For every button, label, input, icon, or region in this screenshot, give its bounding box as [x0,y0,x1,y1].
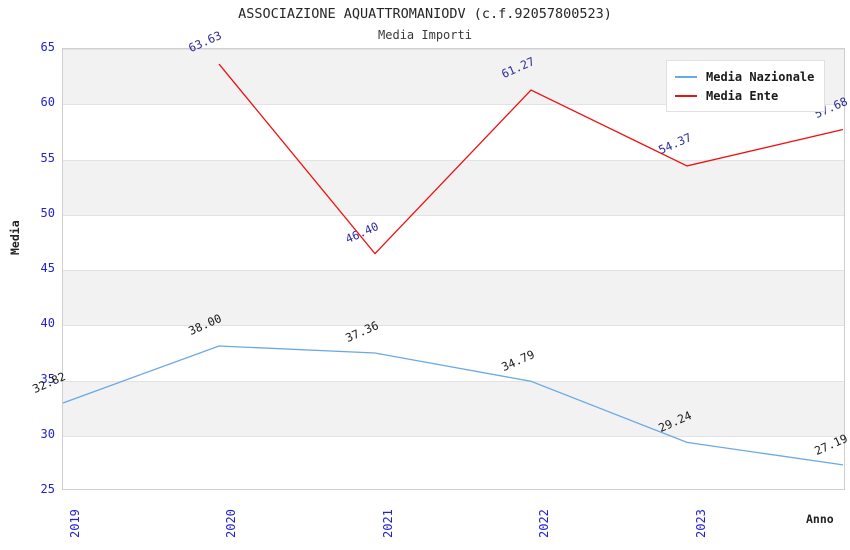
y-axis-tick-label: 35 [40,371,55,386]
x-axis-label: Anno [806,512,834,526]
legend-color-swatch [675,75,697,78]
plot-band [63,159,844,215]
x-axis-ticks: 201920202021202220232024 [62,496,845,546]
x-axis-tick-label: 2020 [224,509,239,538]
gridline [63,49,844,50]
x-axis-tick-label: 2019 [68,509,82,538]
series-lines [63,63,844,466]
x-axis-tick-label: 2021 [380,509,395,538]
chart-subtitle: Media Importi [378,28,472,42]
y-axis-tick-label: 45 [40,261,55,275]
gridline [63,214,844,216]
gridline [63,159,844,161]
y-axis-ticks: 25 30 35 40 45 50 55 60 65 [0,40,55,496]
legend-item-label: Media Nazionale [706,69,815,84]
legend-item-label: Media Ente [706,88,779,103]
gridline [63,104,844,106]
chart-title: ASSOCIAZIONE AQUATTROMANIODV (c.f.920578… [238,6,612,22]
plot-band [63,270,844,326]
x-axis-tick-label: 2023 [693,509,708,538]
gridline [63,270,844,271]
y-axis-tick-label: 40 [40,316,55,331]
y-axis-tick-label: 25 [40,482,55,496]
x-axis-tick-label: 2022 [537,509,552,538]
chart-legend: Media Nazionale Media Ente [666,60,826,112]
plot-area [62,48,845,490]
y-axis-tick-label: 55 [40,150,55,165]
legend-item-2[interactable]: Media Ente [675,86,814,105]
y-axis-tick-label: 65 [40,40,55,54]
gridline [63,380,844,382]
plot-band [63,380,844,436]
legend-color-swatch [675,94,697,97]
series-line [63,345,844,466]
y-axis-tick-label: 50 [40,205,55,220]
y-axis-tick-label: 60 [40,95,55,110]
series-line [218,63,844,255]
gridline [63,435,844,437]
y-axis-tick-label: 30 [40,426,55,441]
gridline [63,325,844,327]
legend-item-1[interactable]: Media Nazionale [675,67,814,86]
